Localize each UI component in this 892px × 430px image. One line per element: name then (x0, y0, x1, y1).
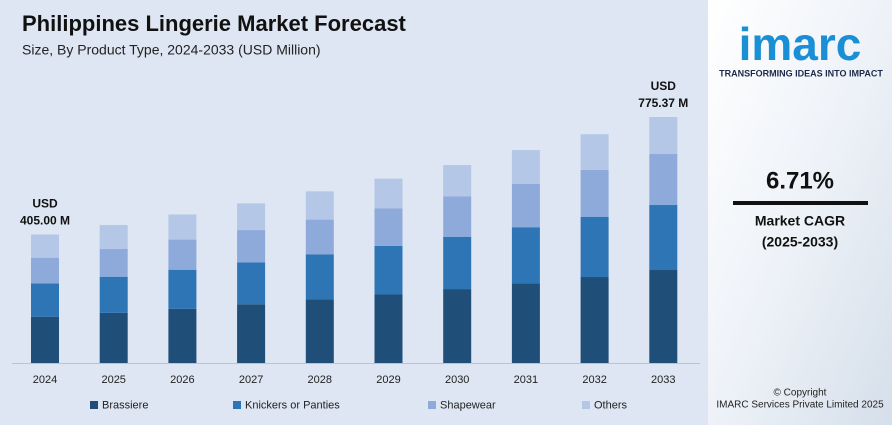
bar-segment (511, 150, 540, 184)
bar-segment (649, 154, 678, 206)
x-tick-label: 2029 (376, 374, 400, 386)
cagr-value: 6.71% (766, 167, 834, 194)
x-tick-label: 2027 (239, 374, 263, 386)
bar-segment (374, 178, 403, 209)
bar-segment (443, 236, 472, 290)
bar-segment (31, 257, 59, 284)
chart-title: Philippines Lingerie Market Forecast (22, 11, 407, 36)
company: IMARC Services Private Limited 2025 (716, 400, 884, 411)
bar-segment (580, 134, 609, 170)
bar-segment (580, 169, 609, 217)
bar-segment (580, 277, 609, 363)
logo: imarc (739, 18, 862, 70)
bar-segment (237, 304, 266, 363)
bar-segment (305, 254, 334, 300)
bar-segment (31, 316, 59, 363)
bar-segment (99, 224, 128, 249)
bar-segment (168, 269, 197, 309)
bar-segment (443, 289, 472, 363)
total-annotation: 775.37 M (638, 96, 688, 110)
bar-segment (511, 227, 540, 284)
bar-segment (649, 270, 678, 363)
x-tick-label: 2024 (33, 374, 57, 386)
bar-segment (374, 208, 403, 246)
legend-label: Knickers or Panties (245, 399, 340, 411)
bar-segment (305, 219, 334, 255)
cagr-label: Market CAGR (755, 213, 845, 229)
bar-segment (374, 245, 403, 295)
legend-swatch (582, 401, 590, 409)
bar-segment (99, 276, 128, 313)
x-tick-label: 2026 (170, 374, 194, 386)
bar-segment (99, 248, 128, 277)
bar-segment (580, 216, 609, 278)
tagline: TRANSFORMING IDEAS INTO IMPACT (719, 68, 883, 78)
chart-subtitle: Size, By Product Type, 2024-2033 (USD Mi… (22, 42, 321, 58)
legend-label: Others (594, 399, 628, 411)
bar-segment (443, 196, 472, 237)
bar-segment (31, 234, 59, 258)
bar-segment (237, 230, 266, 263)
cagr-period: (2025-2033) (762, 234, 838, 250)
legend-label: Brassiere (102, 399, 148, 411)
bar-segment (511, 283, 540, 363)
bar-segment (237, 203, 266, 231)
legend-label: Shapewear (440, 399, 496, 411)
x-tick-label: 2033 (651, 374, 675, 386)
legend-swatch (428, 401, 436, 409)
bar-segment (168, 214, 197, 240)
sidebar-background (708, 0, 892, 425)
x-tick-label: 2025 (101, 374, 125, 386)
total-annotation: USD (32, 197, 58, 211)
bar-segment (305, 191, 334, 220)
x-tick-label: 2032 (582, 374, 606, 386)
bar-segment (31, 283, 59, 317)
legend-swatch (233, 401, 241, 409)
bar-segment (305, 299, 334, 363)
x-tick-label: 2030 (445, 374, 469, 386)
legend-swatch (90, 401, 98, 409)
bar-segment (443, 165, 472, 197)
divider (733, 201, 868, 205)
bar-segment (237, 262, 266, 305)
bar-segment (511, 183, 540, 228)
copyright: © Copyright (774, 388, 827, 399)
bar-segment (168, 239, 197, 270)
bar-segment (99, 312, 128, 363)
x-tick-label: 2031 (514, 374, 538, 386)
bar-segment (168, 308, 197, 363)
total-annotation: USD (651, 79, 677, 93)
bar-segment (649, 205, 678, 271)
x-tick-label: 2028 (308, 374, 332, 386)
bar-segment (649, 117, 678, 155)
bar-segment (374, 294, 403, 363)
total-annotation: 405.00 M (20, 214, 70, 228)
